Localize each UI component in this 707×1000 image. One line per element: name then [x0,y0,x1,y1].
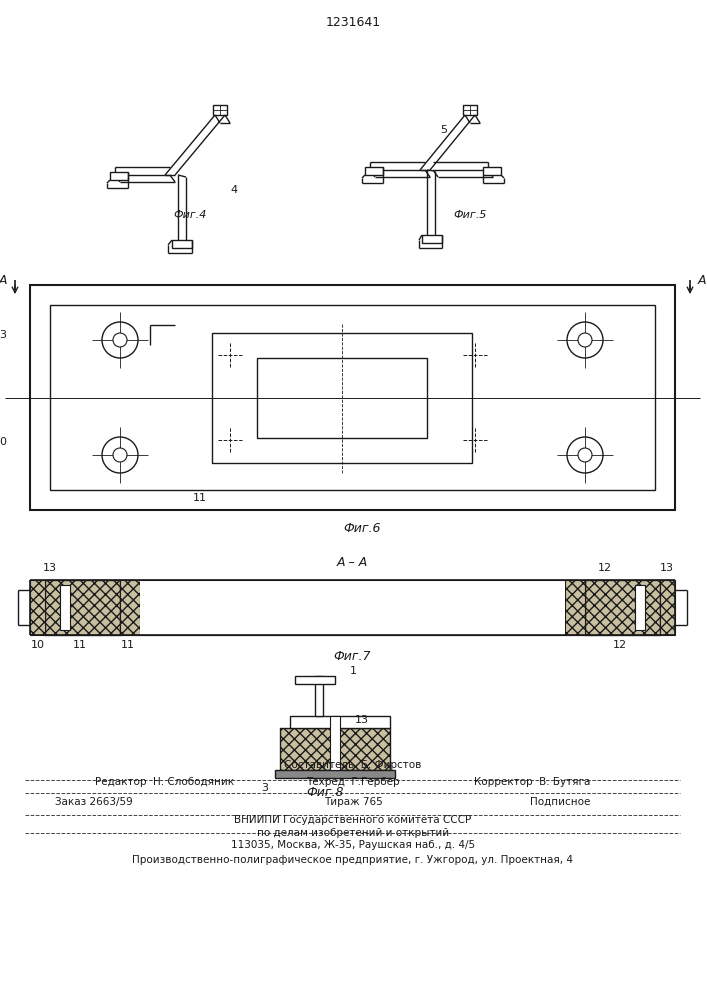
Text: 10: 10 [31,640,45,650]
Text: Фиг.4: Фиг.4 [173,210,206,220]
Text: 1: 1 [350,666,357,676]
Text: 12: 12 [598,563,612,573]
Text: А: А [698,273,706,286]
Bar [60,585,70,630]
Bar [290,716,390,728]
Text: Тираж 765: Тираж 765 [324,797,382,807]
Bar [30,580,45,635]
Bar [50,305,655,490]
Text: А – А: А – А [337,556,368,568]
Text: 13: 13 [0,330,8,340]
Bar [280,728,390,770]
Bar [110,172,128,180]
Text: 13: 13 [660,563,674,573]
Bar [213,105,227,115]
Bar [585,580,660,635]
Text: ВНИИПИ Государственного комитета СССР: ВНИИПИ Государственного комитета СССР [235,815,472,825]
Text: Фиг.5: Фиг.5 [453,210,486,220]
Bar [660,580,675,635]
Circle shape [567,437,603,473]
Bar [422,235,442,243]
Bar [635,585,645,630]
Text: Подписное: Подписное [530,797,590,807]
Bar [140,580,565,635]
Text: Заказ 2663/59: Заказ 2663/59 [55,797,133,807]
Circle shape [113,333,127,347]
Text: 3: 3 [262,783,269,793]
Text: А: А [0,273,7,286]
Bar [120,580,585,635]
Text: 12: 12 [613,640,627,650]
Bar [45,580,120,635]
Text: Фиг.8: Фиг.8 [306,786,344,798]
Text: 10: 10 [0,437,8,447]
Bar [172,240,192,248]
Bar [30,285,675,510]
Text: 13: 13 [43,563,57,573]
Bar [463,105,477,115]
Text: Техред  Г.Гербер: Техред Г.Гербер [306,777,400,787]
Circle shape [102,437,138,473]
Bar [315,676,323,716]
Text: Корректор  В. Бутяга: Корректор В. Бутяга [474,777,590,787]
Bar [295,676,335,684]
Text: 13: 13 [355,715,369,725]
Circle shape [102,322,138,358]
Bar [120,580,140,635]
Circle shape [113,448,127,462]
Text: 4: 4 [230,185,237,195]
Text: 113035, Москва, Ж-35, Раушская наб., д. 4/5: 113035, Москва, Ж-35, Раушская наб., д. … [231,840,475,850]
Text: 11: 11 [193,493,207,503]
Text: Составитель  Б. Фирстов: Составитель Б. Фирстов [284,760,421,770]
Circle shape [567,322,603,358]
Text: 1231641: 1231641 [325,16,380,29]
Text: Фиг.6: Фиг.6 [344,522,381,534]
Bar [257,358,427,438]
Text: 11: 11 [73,640,87,650]
Text: 5: 5 [440,125,447,135]
Bar [483,167,501,175]
Text: Фиг.7: Фиг.7 [333,650,370,664]
Bar [565,580,585,635]
Circle shape [578,448,592,462]
Bar [365,167,383,175]
Text: Производственно-полиграфическое предприятие, г. Ужгород, ул. Проектная, 4: Производственно-полиграфическое предприя… [132,855,573,865]
Bar [275,770,395,778]
Bar [212,333,472,463]
Text: Редактор  Н. Слободяник: Редактор Н. Слободяник [95,777,234,787]
Bar [330,716,340,770]
Text: по делам изобретений и открытий: по делам изобретений и открытий [257,828,449,838]
Circle shape [578,333,592,347]
Text: 11: 11 [121,640,135,650]
